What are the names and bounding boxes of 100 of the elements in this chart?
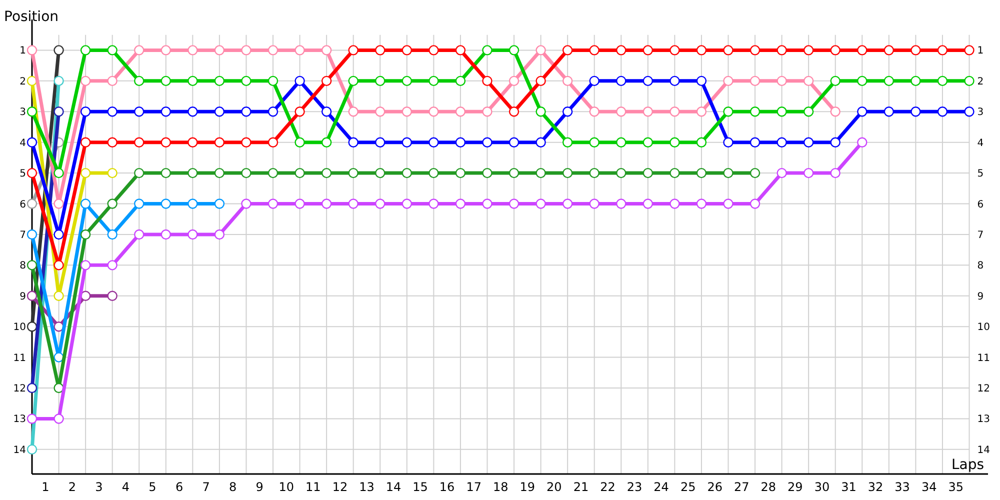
point: [830, 106, 840, 117]
point: [562, 45, 573, 56]
point: [80, 260, 91, 270]
point: [750, 198, 760, 209]
point: [536, 137, 546, 148]
point: [160, 76, 171, 86]
point: [536, 45, 546, 56]
point: [294, 76, 305, 86]
point: [937, 106, 948, 117]
point: [107, 198, 118, 209]
point: [107, 106, 118, 117]
point: [188, 168, 198, 178]
point: [910, 76, 921, 86]
y-tick-label: 2: [20, 76, 26, 88]
point: [964, 106, 974, 117]
point: [54, 414, 64, 424]
point: [589, 106, 600, 117]
point: [321, 198, 332, 209]
point: [188, 198, 198, 209]
x-tick-label: 15: [412, 480, 428, 494]
point: [723, 198, 734, 209]
y-tick-label: 3: [20, 107, 26, 118]
point: [134, 137, 144, 148]
point: [321, 76, 332, 86]
point: [750, 76, 760, 86]
point: [402, 106, 412, 117]
y-tick-label: 8: [20, 260, 26, 272]
y-tick-label: 6: [20, 199, 26, 210]
y-tick-label: 13: [13, 414, 26, 426]
point: [776, 137, 787, 148]
point: [428, 198, 439, 209]
x-tick-label: 4: [122, 480, 130, 494]
point: [375, 168, 386, 178]
point: [723, 168, 734, 178]
point: [482, 76, 492, 86]
point: [26, 260, 38, 270]
point: [321, 137, 332, 148]
point: [508, 137, 520, 148]
point: [54, 290, 64, 301]
point: [562, 137, 573, 148]
point: [642, 168, 654, 178]
x-tick-label: 22: [600, 480, 616, 494]
point: [294, 106, 305, 117]
y2-tick-label: 14: [977, 444, 990, 456]
y2-tick-label: 2: [977, 76, 984, 88]
point: [160, 229, 171, 240]
point: [776, 106, 787, 117]
point: [214, 229, 225, 240]
point: [830, 137, 840, 148]
point: [670, 168, 680, 178]
point: [455, 168, 466, 178]
point: [107, 229, 118, 240]
point: [80, 137, 91, 148]
point: [26, 229, 38, 240]
point: [268, 198, 278, 209]
point: [241, 106, 252, 117]
point: [562, 168, 573, 178]
point: [80, 76, 91, 86]
point: [696, 45, 707, 56]
point: [803, 168, 814, 178]
point: [80, 168, 91, 178]
point: [723, 137, 734, 148]
point: [508, 106, 520, 117]
point: [884, 76, 894, 86]
point: [910, 106, 921, 117]
point: [375, 137, 386, 148]
x-tick-label: 30: [814, 480, 830, 494]
x-tick-label: 24: [654, 480, 669, 494]
point: [830, 45, 840, 56]
point: [616, 137, 626, 148]
y2-tick-label: 7: [977, 230, 984, 241]
point: [670, 198, 680, 209]
point: [616, 76, 626, 86]
point: [723, 76, 734, 86]
point: [134, 45, 144, 56]
point: [375, 106, 386, 117]
point: [188, 106, 198, 117]
point: [696, 137, 707, 148]
point: [642, 45, 654, 56]
point: [670, 137, 680, 148]
point: [26, 414, 38, 424]
y2-tick-label: 9: [977, 291, 984, 302]
point: [937, 45, 948, 56]
point: [428, 168, 439, 178]
point: [616, 106, 626, 117]
point: [562, 76, 573, 86]
point: [803, 76, 814, 86]
point: [107, 76, 118, 86]
y2-tick-label: 3: [977, 107, 984, 118]
point: [294, 198, 305, 209]
point: [482, 168, 492, 178]
x-tick-label: 13: [359, 480, 374, 494]
x-tick-label: 33: [894, 480, 910, 494]
point: [642, 106, 654, 117]
x-tick-label: 32: [868, 480, 884, 494]
x-tick-label: 10: [278, 480, 294, 494]
point: [160, 45, 171, 56]
point: [188, 45, 198, 56]
point: [803, 137, 814, 148]
point: [536, 76, 546, 86]
